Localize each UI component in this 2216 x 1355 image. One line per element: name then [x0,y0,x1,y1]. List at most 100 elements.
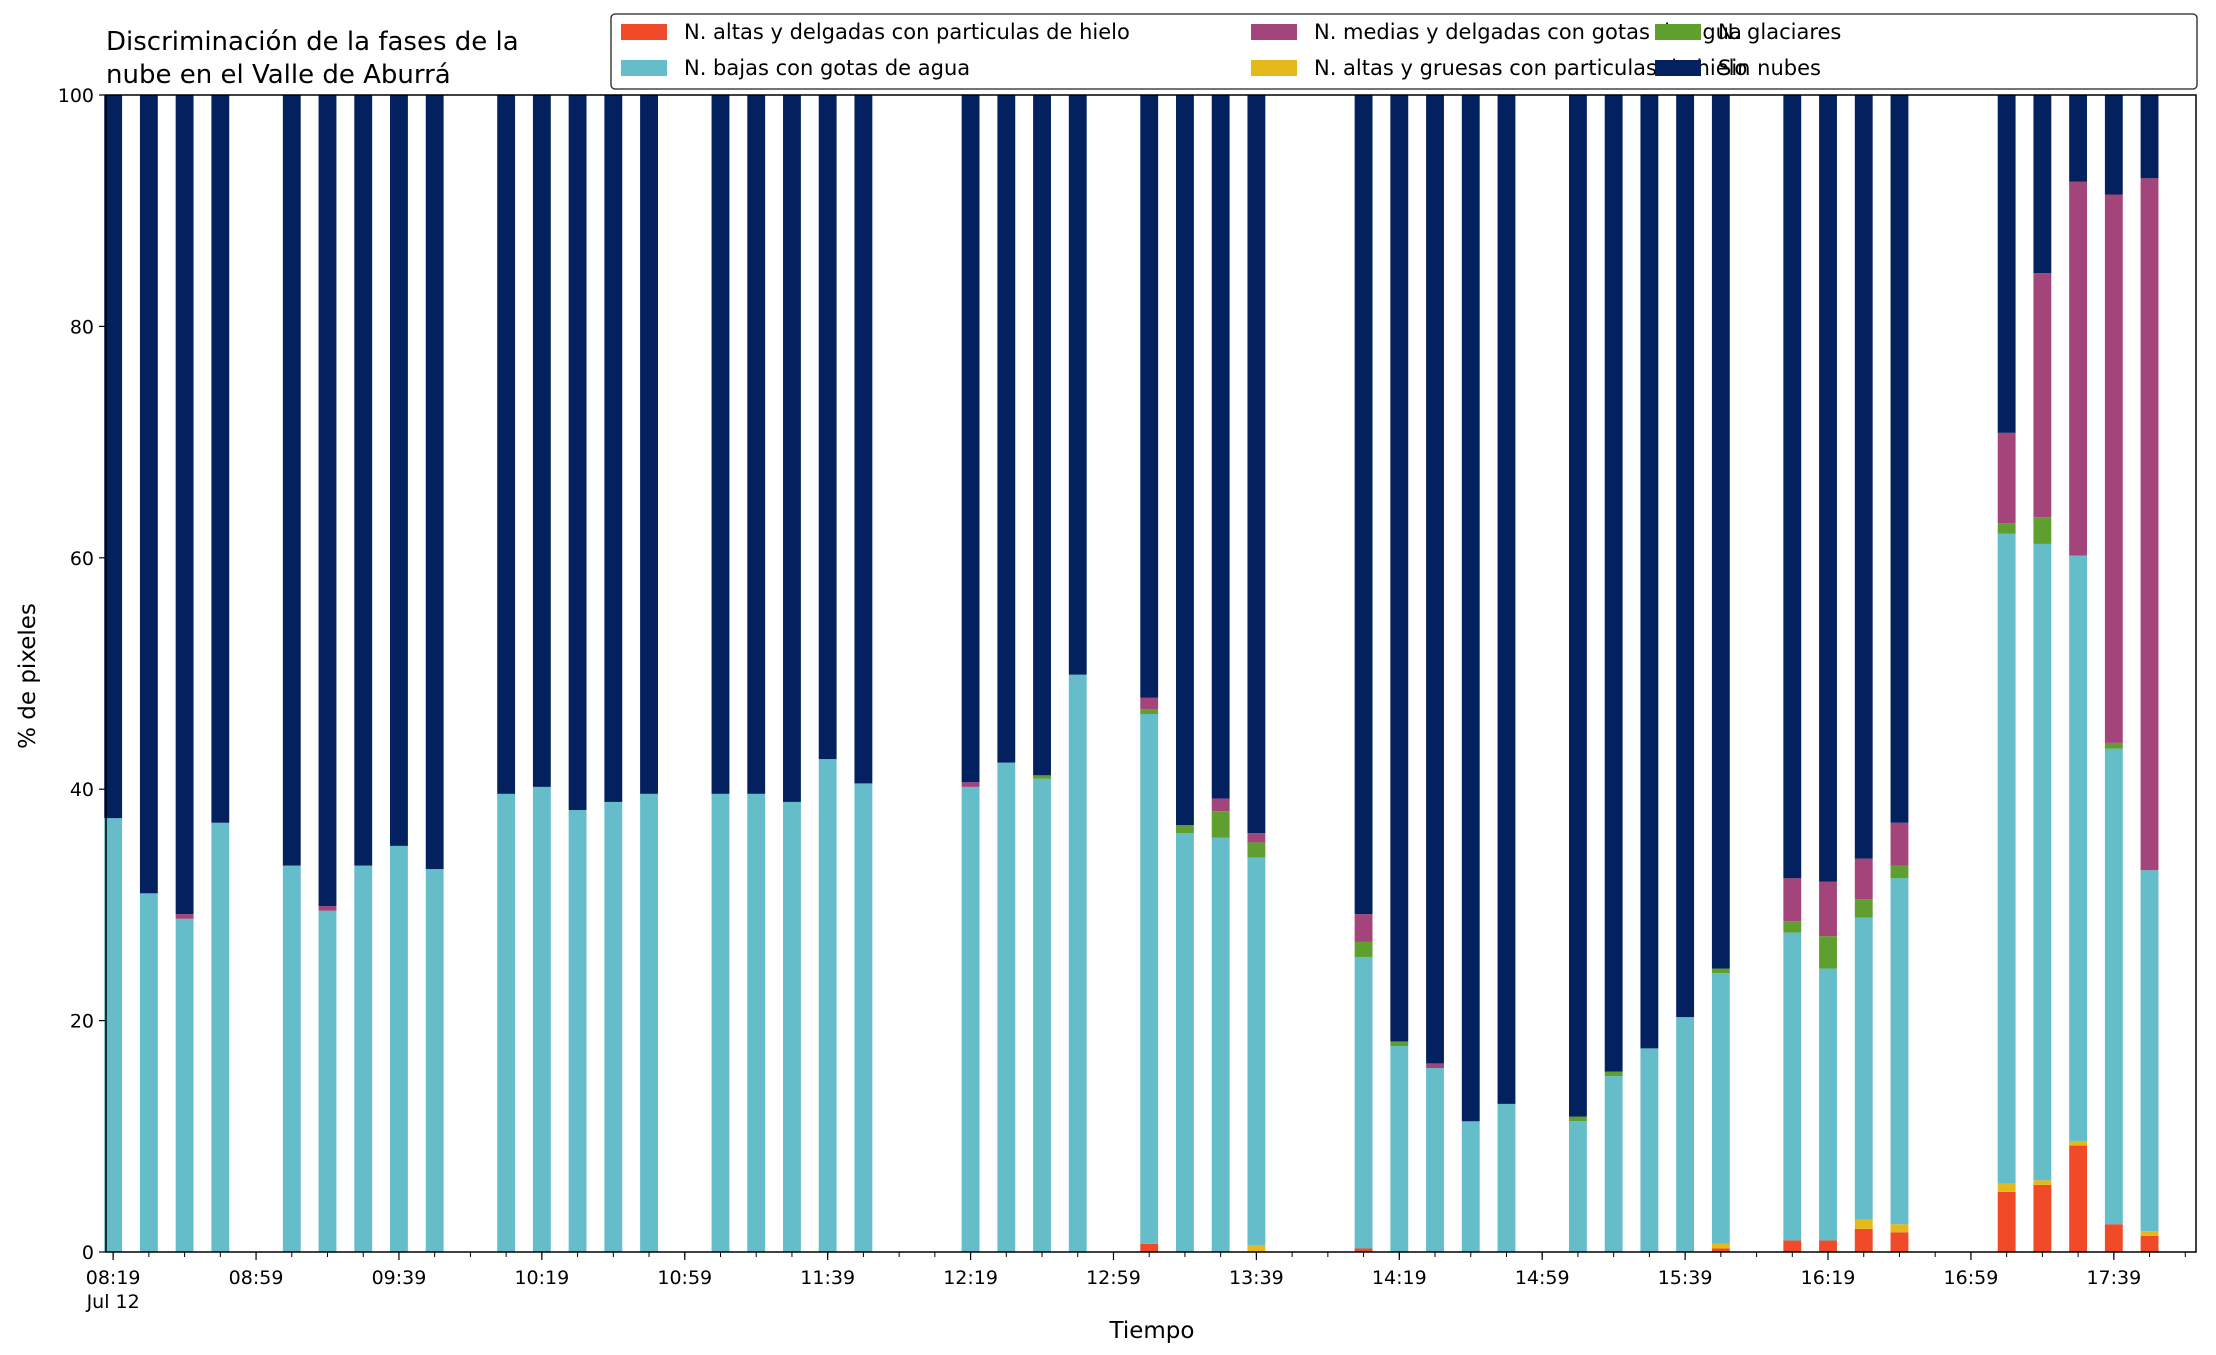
x-tick-label-0819: 08:19 [86,1267,141,1289]
bar-segment-1509-s5 [1569,95,1587,1117]
bar-segment-0829-s2 [139,893,158,1252]
x-tick-label-0939: 09:39 [372,1267,427,1289]
legend-swatch-1 [1251,60,1297,76]
bar-segment-1629-s4 [1854,858,1873,900]
bar-segment-0939-s2 [390,845,408,1252]
bar-segment-1129-s5 [783,95,801,802]
bar-segment-0919-s2 [318,910,337,1252]
bar-segment-1729-s5 [2069,95,2088,182]
bar-segment-1509-s2 [1569,1121,1587,1252]
y-tick-label-40: 40 [70,779,94,801]
bar-segment-1629-s2 [1854,917,1873,1220]
bar-segment-0819-s5 [104,95,123,819]
bar-segment-0929-s5 [354,95,373,866]
legend-label-3: N. glaciares [1718,20,1841,44]
bar-segment-1139-s2 [818,759,837,1252]
bar-segment-1419-s3 [1390,1041,1409,1047]
bar-segment-1329-s3 [1211,811,1230,838]
bar-segment-1529-s2 [1640,1048,1659,1252]
bar-segment-0909-s5 [282,95,301,866]
bar-segment-1039-s5 [604,95,623,802]
bar-segment-1709-s4 [1997,432,2016,524]
bar-segment-0949-s2 [425,869,444,1252]
bar-segment-0949-s5 [425,95,444,870]
bar-segment-1619-s2 [1819,968,1837,1241]
bar-segment-1029-s5 [568,95,587,811]
y-tick-label-0: 0 [82,1242,94,1264]
bar-segment-1629-s0 [1854,1228,1873,1252]
bar-segment-1709-s5 [1997,95,2016,433]
bar-segment-1609-s0 [1783,1240,1802,1252]
legend-box [610,13,2198,90]
chart-title-line-2: nube en el Valle de Aburrá [106,60,451,90]
bar-segment-1719-s2 [2033,543,2052,1181]
bar-segment-1029-s2 [568,810,587,1252]
bar-segment-1409-s2 [1354,956,1373,1249]
x-tick-label-1619: 16:19 [1801,1267,1856,1289]
bar-segment-1609-s5 [1783,95,1802,879]
bar-segment-1539-s5 [1676,95,1695,1018]
bar-segment-1229-s2 [997,762,1016,1252]
bar-segment-1409-s3 [1354,941,1373,957]
bar-segment-1139-s5 [818,95,837,760]
bar-segment-1309-s3 [1140,709,1159,714]
bar-segment-1749-s1 [2140,1231,2159,1236]
bar-segment-1309-s2 [1140,714,1159,1244]
bar-segment-1409-s4 [1354,914,1373,942]
bar-segment-1439-s5 [1461,95,1480,1122]
bar-segment-1719-s5 [2033,95,2052,274]
bar-segment-1419-s2 [1390,1046,1409,1252]
bar-segment-1639-s0 [1890,1232,1909,1252]
bar-segment-0829-s5 [139,95,158,894]
bar-segment-1049-s2 [640,793,658,1252]
legend-swatch-2 [621,60,667,76]
bar-segment-1249-s5 [1068,95,1087,675]
bar-segment-1249-s2 [1068,674,1087,1252]
x-tick-label-1659: 16:59 [1944,1267,1999,1289]
bar-segment-1129-s2 [783,801,801,1252]
bar-segment-1509-s3 [1569,1116,1587,1122]
x-tick-label-1139: 11:39 [800,1267,855,1289]
bar-segment-1749-s4 [2140,178,2159,871]
bar-segment-1309-s5 [1140,95,1159,698]
bar-segment-1719-s4 [2033,273,2052,518]
bar-segment-1739-s2 [2104,748,2123,1225]
bar-segment-1239-s5 [1033,95,1051,776]
legend-label-2: N. bajas con gotas de agua [684,56,970,80]
bar-segment-1619-s3 [1819,936,1837,969]
bar-segment-0839-s5 [175,95,194,915]
legend-label-5: Sin nubes [1718,56,1821,80]
x-tick-label-1539: 15:39 [1658,1267,1713,1289]
bar-segment-1709-s3 [1997,523,2016,534]
bar-segment-1729-s0 [2069,1145,2088,1252]
bar-segment-1219-s2 [961,786,980,1252]
bar-segment-1019-s5 [532,95,551,787]
bar-segment-1039-s2 [604,801,623,1252]
bar-segment-1529-s5 [1640,95,1659,1049]
x-date-label: Jul 12 [86,1291,140,1313]
bar-segment-1719-s3 [2033,517,2052,544]
bar-segment-1719-s0 [2033,1184,2052,1252]
bar-segment-1309-s4 [1140,697,1159,710]
bar-segment-1019-s2 [532,786,551,1252]
y-axis-label: % de pixeles [15,603,41,749]
x-tick-label-1259: 12:59 [1086,1267,1141,1289]
bar-segment-1319-s5 [1176,95,1194,826]
bar-segment-1119-s5 [747,95,766,794]
x-axis-label: Tiempo [1109,1318,1195,1344]
bar-segment-1449-s2 [1497,1103,1516,1252]
bar-segment-1119-s2 [747,793,766,1252]
x-tick-label-1459: 14:59 [1515,1267,1570,1289]
bar-segment-1639-s2 [1890,878,1909,1225]
y-tick-label-60: 60 [70,548,94,570]
y-tick-label-80: 80 [70,316,94,338]
bar-segment-1149-s2 [854,783,873,1252]
bar-segment-1409-s5 [1354,95,1373,915]
bar-segment-1609-s3 [1783,921,1802,933]
bar-segment-1339-s4 [1247,833,1266,843]
chart-title-line-1: Discriminación de la fases de la [106,27,519,57]
bar-segment-1709-s2 [1997,533,2016,1184]
bar-segment-1639-s5 [1890,95,1909,823]
bar-segment-1519-s3 [1604,1071,1623,1077]
